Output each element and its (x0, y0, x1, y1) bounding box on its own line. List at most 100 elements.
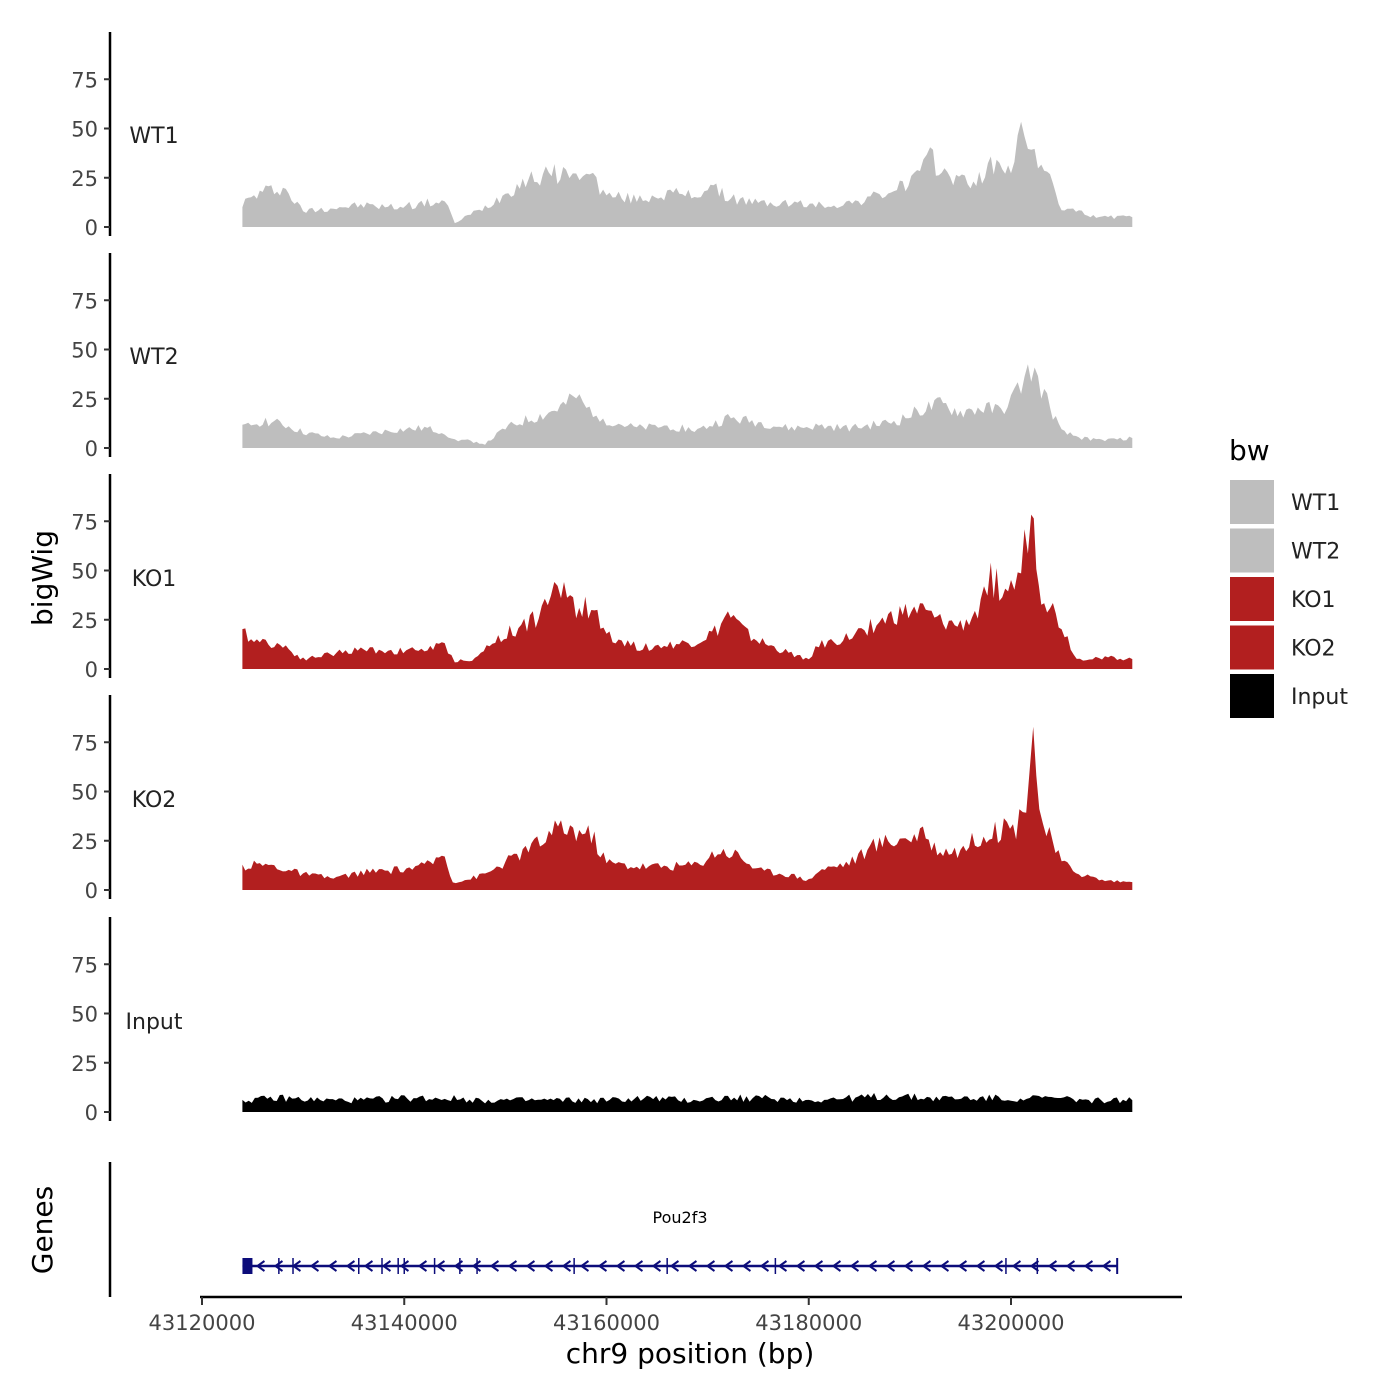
y-tick-label: 0 (85, 658, 98, 682)
strand-arrow (507, 1260, 518, 1272)
strand-arrow (705, 1260, 716, 1272)
y-tick-label: 0 (85, 1101, 98, 1125)
legend-swatch-input (1230, 674, 1274, 718)
strand-arrow (1011, 1260, 1022, 1272)
gene-name-label: Pou2f3 (653, 1208, 708, 1227)
y-tick-label: 50 (71, 1003, 98, 1027)
legend-label: KO1 (1291, 588, 1336, 613)
legend-swatch-ko2 (1230, 625, 1274, 670)
legend: WT1 WT2 KO1 KO2 Input (1230, 480, 1348, 718)
strand-arrow (435, 1260, 446, 1272)
strand-arrow (633, 1260, 644, 1272)
legend-swatch-wt2 (1230, 528, 1274, 573)
strand-arrow (1065, 1260, 1076, 1272)
strand-arrow (795, 1260, 806, 1272)
strand-arrow (741, 1260, 752, 1272)
legend-swatch-ko1 (1230, 577, 1274, 621)
strand-arrow (345, 1260, 356, 1272)
y-tick-label: 75 (71, 289, 98, 313)
y-tick-label: 50 (71, 781, 98, 805)
x-tick-label: 43180000 (755, 1311, 862, 1335)
y-tick-label: 0 (85, 879, 98, 903)
strand-arrow (993, 1260, 1004, 1272)
genes-track-label: Genes (26, 1186, 59, 1274)
strand-arrow (543, 1260, 554, 1272)
legend-label: Input (1291, 685, 1348, 710)
y-tick-label: 75 (71, 953, 98, 977)
y-tick-label: 0 (85, 437, 98, 461)
x-tick-label: 43160000 (553, 1311, 660, 1335)
strand-arrow (651, 1260, 662, 1272)
track-panel-ko1: 0 25 50 75 KO1 (71, 474, 1133, 682)
strand-arrow (1047, 1260, 1058, 1272)
strand-arrow (885, 1260, 896, 1272)
strand-arrow (615, 1260, 626, 1272)
strand-arrow (579, 1260, 590, 1272)
y-axis-label: bigWig (26, 530, 59, 626)
strand-arrow (867, 1260, 878, 1272)
track-panel-wt1: 0 25 50 75 WT1 (71, 32, 1133, 240)
strand-arrow (381, 1260, 392, 1272)
y-tick-label: 75 (71, 510, 98, 534)
strand-arrow (723, 1260, 734, 1272)
strand-arrow (1101, 1260, 1112, 1272)
track-label: KO2 (132, 788, 177, 813)
y-tick-label: 50 (71, 339, 98, 363)
x-tick-label: 43200000 (958, 1311, 1065, 1335)
y-tick-label: 50 (71, 118, 98, 142)
y-tick-label: 25 (71, 830, 98, 854)
strand-arrow (489, 1260, 500, 1272)
strand-arrow (561, 1260, 572, 1272)
strand-arrow (921, 1260, 932, 1272)
strand-arrow (831, 1260, 842, 1272)
y-tick-label: 50 (71, 560, 98, 584)
y-tick-label: 25 (71, 609, 98, 633)
track-label: KO1 (132, 567, 177, 592)
strand-arrow (759, 1260, 770, 1272)
signal-area-ko1 (242, 514, 1133, 669)
signal-area-wt1 (242, 121, 1133, 227)
strand-arrow (939, 1260, 950, 1272)
legend-title: bw (1229, 434, 1270, 467)
x-axis-label: chr9 position (bp) (566, 1337, 815, 1370)
strand-arrow (327, 1260, 338, 1272)
track-label: WT2 (129, 345, 178, 370)
strand-arrow (849, 1260, 860, 1272)
x-tick-label: 43140000 (351, 1311, 458, 1335)
track-label: Input (126, 1010, 183, 1035)
gene-exon-utr (242, 1258, 253, 1274)
strand-arrow (957, 1260, 968, 1272)
strand-arrow (309, 1260, 320, 1272)
legend-label: WT2 (1291, 540, 1340, 565)
strand-arrow (975, 1260, 986, 1272)
track-label: WT1 (129, 124, 178, 149)
strand-arrow (417, 1260, 428, 1272)
y-tick-label: 0 (85, 216, 98, 240)
y-tick-label: 25 (71, 1052, 98, 1076)
strand-arrow (777, 1260, 788, 1272)
y-tick-label: 75 (71, 731, 98, 755)
strand-arrow (399, 1260, 410, 1272)
x-axis: 43120000 43140000 43160000 43180000 43200000 (149, 1295, 1182, 1335)
strand-arrow (813, 1260, 824, 1272)
strand-arrow (453, 1260, 464, 1272)
signal-area-input (242, 1093, 1133, 1112)
legend-label: WT1 (1291, 491, 1340, 516)
x-tick-label: 43120000 (149, 1311, 256, 1335)
track-panel-wt2: 0 25 50 75 WT2 (71, 253, 1133, 461)
strand-arrow (1029, 1260, 1040, 1272)
strand-arrow (1083, 1260, 1094, 1272)
strand-arrow (903, 1260, 914, 1272)
legend-swatch-wt1 (1230, 480, 1274, 524)
track-panels: 0 25 50 75 WT1 0 25 50 75 WT2 0 25 50 75 KO1 0 25 50 75 KO2… (71, 32, 1133, 1125)
track-panel-ko2: 0 25 50 75 KO2 (71, 695, 1133, 903)
strand-arrow (363, 1260, 374, 1272)
genes-track (108, 1162, 1119, 1297)
strand-arrow (273, 1260, 284, 1272)
y-tick-label: 25 (71, 388, 98, 412)
legend-label: KO2 (1291, 637, 1336, 662)
y-tick-label: 25 (71, 167, 98, 191)
strand-arrow (597, 1260, 608, 1272)
